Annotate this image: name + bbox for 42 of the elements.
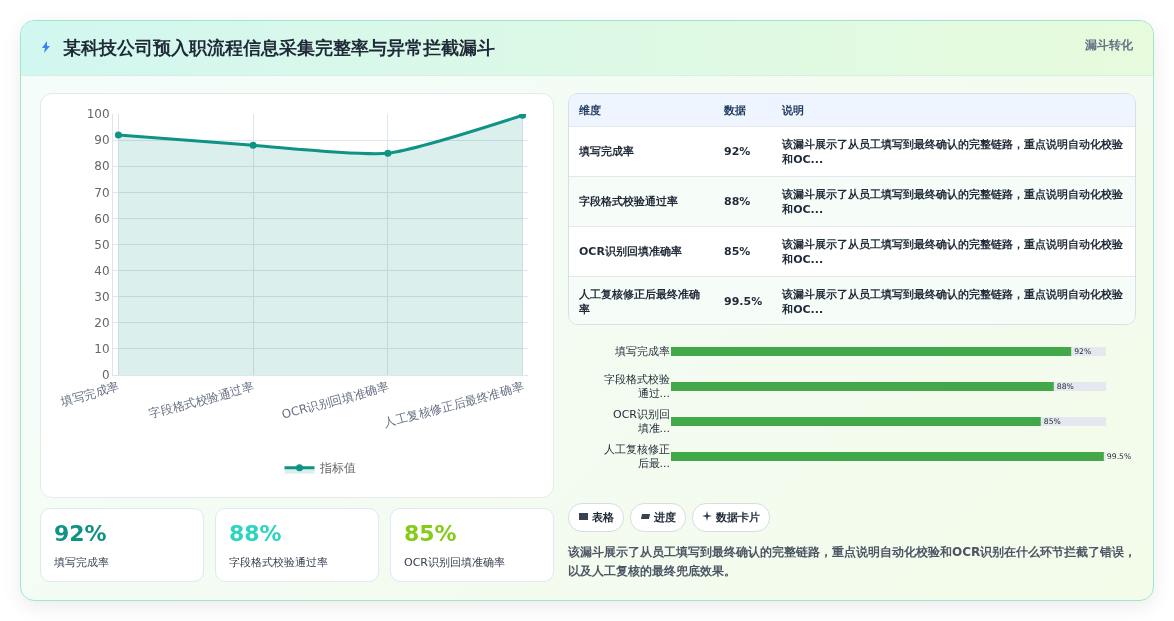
category-label: 人工复核修正后最终准确率 bbox=[569, 276, 714, 326]
text: 进度 bbox=[629, 503, 686, 532]
y-tick-label: 80 bbox=[94, 159, 110, 174]
y-tick-label: 70 bbox=[94, 185, 110, 200]
x-tick-label: 字段格式校验通过率 bbox=[147, 379, 256, 422]
text: 数据 bbox=[714, 94, 773, 127]
legend-label: 指标值 bbox=[318, 461, 356, 476]
y-tick-label: 40 bbox=[94, 263, 110, 278]
category-label: OCR识别回填准确率 bbox=[404, 556, 505, 569]
text: 该漏斗展示了从员工填写到最终确认的完整链路，重点说明自动化校验和OC... bbox=[772, 176, 1135, 227]
text: 92% bbox=[54, 521, 107, 546]
text: 99.5% bbox=[724, 295, 763, 308]
category-label: OCR识别回填准确率 bbox=[569, 226, 714, 277]
y-tick-label: 字段格式校验通过... bbox=[604, 373, 670, 401]
text: 数据卡片 bbox=[691, 503, 770, 532]
text: 该漏斗展示了从员工填写到最终确认的完整链路，重点说明自动化校验和OCR识别在什么环节拦截了错误，以及人工复核的最终兜底效果。 bbox=[568, 544, 1138, 580]
y-tick-label: 100 bbox=[86, 107, 110, 122]
y-tick-label: 10 bbox=[94, 342, 110, 357]
y-tick-label: 30 bbox=[94, 289, 110, 304]
text: 维度 bbox=[569, 94, 714, 127]
y-tick-label: 填写完成率 bbox=[614, 345, 670, 359]
y-tick-label: 90 bbox=[94, 133, 110, 148]
y-tick-label: 20 bbox=[94, 316, 110, 330]
text: 85% bbox=[724, 245, 751, 258]
chart-title: 某科技公司预入职流程信息采集完整率与异常拦截漏斗 bbox=[63, 36, 495, 60]
y-tick-label: 人工复核修正后最... bbox=[604, 443, 670, 471]
text: 该漏斗展示了从员工填写到最终确认的完整链路，重点说明自动化校验和OC... bbox=[772, 226, 1135, 277]
text: 88% bbox=[229, 521, 282, 546]
y-tick-label: OCR识别回填准... bbox=[613, 408, 670, 436]
text: 表格 bbox=[568, 503, 624, 532]
text: 该漏斗展示了从员工填写到最终确认的完整链路，重点说明自动化校验和OC... bbox=[772, 276, 1135, 326]
text: 85% bbox=[404, 521, 457, 546]
y-tick-label: 60 bbox=[94, 211, 110, 226]
text: 88% bbox=[724, 195, 751, 208]
text: 说明 bbox=[772, 94, 1135, 127]
text: 92% bbox=[724, 145, 751, 158]
text: 漏斗转化 bbox=[1085, 37, 1133, 54]
category-label: 字段格式校验通过率 bbox=[569, 176, 714, 227]
y-tick-label: 50 bbox=[94, 237, 110, 252]
text: 该漏斗展示了从员工填写到最终确认的完整链路，重点说明自动化校验和OC... bbox=[772, 126, 1135, 177]
category-label: 字段格式校验通过率 bbox=[229, 556, 328, 569]
y-tick-label: 0 bbox=[101, 368, 110, 383]
